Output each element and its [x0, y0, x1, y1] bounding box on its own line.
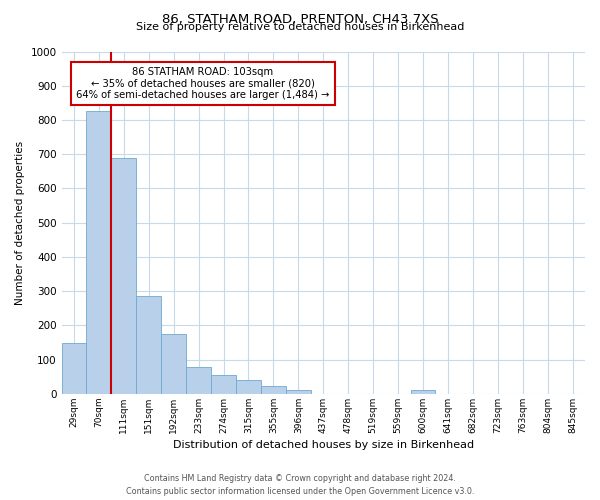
Bar: [161, 334, 186, 394]
Bar: [410, 390, 436, 394]
Text: 86 STATHAM ROAD: 103sqm
← 35% of detached houses are smaller (820)
64% of semi-d: 86 STATHAM ROAD: 103sqm ← 35% of detache…: [76, 67, 329, 100]
Text: Contains HM Land Registry data © Crown copyright and database right 2024.
Contai: Contains HM Land Registry data © Crown c…: [126, 474, 474, 496]
Bar: [136, 296, 161, 394]
X-axis label: Distribution of detached houses by size in Birkenhead: Distribution of detached houses by size …: [173, 440, 474, 450]
Bar: [286, 390, 311, 394]
Bar: [62, 342, 86, 394]
Bar: [186, 366, 211, 394]
Bar: [261, 386, 286, 394]
Text: Size of property relative to detached houses in Birkenhead: Size of property relative to detached ho…: [136, 22, 464, 32]
Bar: [112, 158, 136, 394]
Text: 86, STATHAM ROAD, PRENTON, CH43 7XS: 86, STATHAM ROAD, PRENTON, CH43 7XS: [161, 12, 439, 26]
Bar: [211, 375, 236, 394]
Bar: [86, 112, 112, 394]
Y-axis label: Number of detached properties: Number of detached properties: [15, 140, 25, 305]
Bar: [236, 380, 261, 394]
